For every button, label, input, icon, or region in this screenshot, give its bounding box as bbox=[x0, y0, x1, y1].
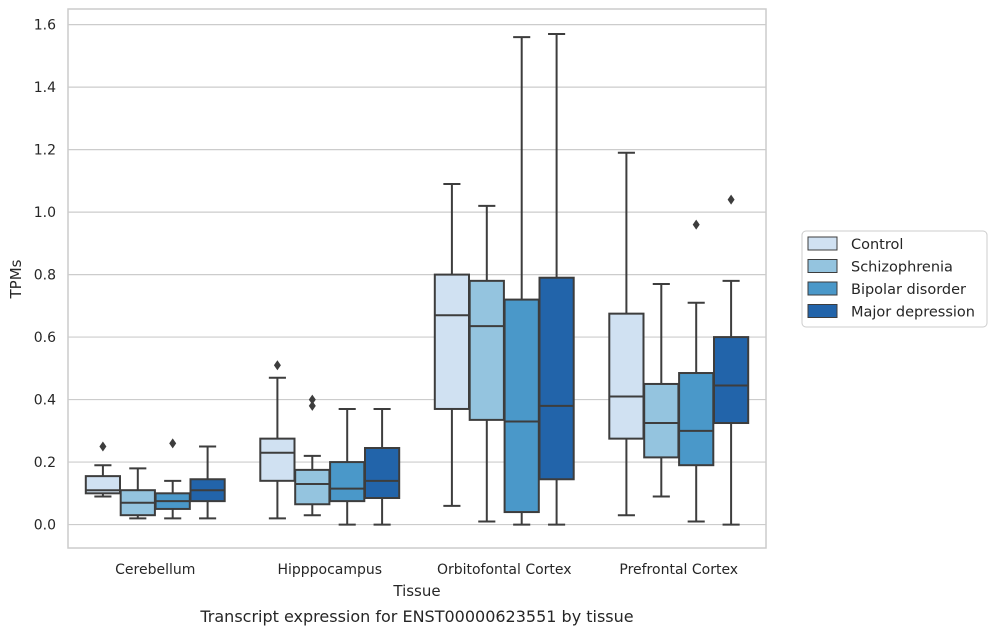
box-3-3 bbox=[712, 194, 750, 526]
x-tick-label: Prefrontal Cortex bbox=[619, 562, 738, 578]
box-iqr bbox=[643, 382, 680, 459]
box-3-0 bbox=[608, 151, 645, 517]
box-iqr bbox=[503, 298, 540, 514]
legend-label: Major depression bbox=[851, 305, 975, 321]
y-tick-label: 0.0 bbox=[34, 518, 56, 534]
box-2-2 bbox=[503, 36, 540, 526]
legend-swatch bbox=[807, 304, 838, 318]
legend-label: Bipolar disorder bbox=[851, 282, 966, 298]
box-2-3 bbox=[538, 32, 575, 526]
box-iqr bbox=[468, 279, 505, 421]
y-tick-label: 1.6 bbox=[34, 18, 56, 34]
box-1-3 bbox=[363, 407, 401, 526]
box-0-3 bbox=[189, 445, 226, 520]
gridlines bbox=[68, 24, 766, 526]
box-1-2 bbox=[329, 407, 366, 526]
y-tick-label: 1.2 bbox=[34, 143, 56, 159]
legend-swatch bbox=[807, 236, 838, 251]
x-tick-label: Hipppocampus bbox=[277, 562, 382, 578]
x-tick-labels: Cerebellum Hipppocampus Orbitofontal Corte… bbox=[115, 562, 738, 578]
box-iqr bbox=[84, 475, 122, 495]
box-0-1 bbox=[119, 467, 156, 520]
y-axis-label: TPMs bbox=[7, 259, 25, 299]
box-0-0 bbox=[84, 441, 122, 498]
y-tick-label: 0.8 bbox=[34, 268, 56, 284]
outlier-point bbox=[727, 194, 735, 205]
box-iqr bbox=[712, 336, 750, 425]
y-tick-label: 1.4 bbox=[34, 80, 56, 96]
box-iqr bbox=[538, 276, 575, 481]
outlier-point bbox=[169, 438, 177, 449]
box-iqr bbox=[259, 437, 296, 482]
legend-swatch bbox=[807, 281, 838, 296]
box-1-0 bbox=[259, 360, 296, 520]
box-iqr bbox=[433, 273, 471, 410]
box-iqr bbox=[363, 447, 401, 500]
x-axis-label: Tissue bbox=[392, 582, 440, 600]
outlier-point bbox=[308, 394, 316, 405]
box-iqr bbox=[678, 372, 715, 467]
y-tick-labels: 0.0 0.2 0.4 0.6 0.8 1.0 1.2 1.4 1.6 bbox=[34, 18, 56, 534]
outlier-point bbox=[273, 360, 281, 371]
legend: Control Schizophrenia Bipolar disorder Majo… bbox=[801, 230, 988, 328]
box-3-1 bbox=[643, 282, 680, 498]
box-2-1 bbox=[468, 204, 505, 523]
y-tick-label: 0.6 bbox=[34, 330, 56, 346]
box-iqr bbox=[329, 461, 366, 503]
plot-frame bbox=[67, 8, 767, 549]
x-tick-label: Cerebellum bbox=[115, 562, 195, 578]
legend-swatch bbox=[807, 259, 838, 273]
box-iqr bbox=[294, 468, 331, 506]
x-tick-label: Orbitofontal Cortex bbox=[437, 562, 572, 578]
outlier-point bbox=[308, 400, 316, 411]
y-tick-label: 0.4 bbox=[34, 393, 56, 409]
box-3-2 bbox=[678, 219, 715, 523]
boxes bbox=[84, 32, 750, 526]
box-iqr bbox=[608, 312, 645, 440]
box-2-0 bbox=[433, 182, 471, 507]
figure-caption: Transcript expression for ENST0000062355… bbox=[199, 607, 633, 626]
outlier-point bbox=[99, 441, 107, 452]
outlier-point bbox=[692, 219, 700, 230]
legend-label: Schizophrenia bbox=[851, 260, 953, 276]
legend-label: Control bbox=[851, 237, 903, 253]
legend-frame bbox=[801, 230, 988, 328]
y-tick-label: 0.2 bbox=[34, 455, 56, 471]
y-tick-label: 1.0 bbox=[34, 205, 56, 221]
